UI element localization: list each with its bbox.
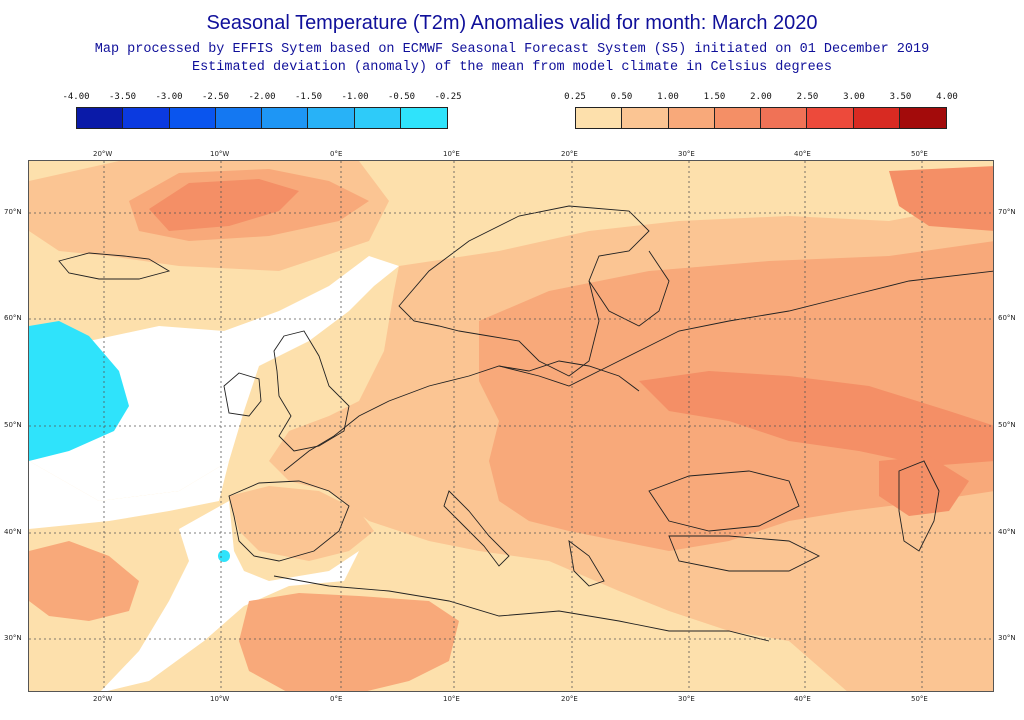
coast-italy <box>443 490 510 567</box>
warm-legend-label: 1.00 <box>657 92 679 102</box>
longitude-label-bottom: 20°W <box>93 695 113 703</box>
warm-arctic-east <box>889 166 993 231</box>
cold-legend-swatch <box>169 108 216 128</box>
warm-iberia-region <box>229 486 374 561</box>
cold-legend-label: -1.00 <box>341 92 369 102</box>
longitude-label-bottom: 40°E <box>794 695 811 703</box>
coast-ireland <box>223 372 262 417</box>
latitude-label-right: 60°N <box>998 314 1016 322</box>
latitude-label-left: 30°N <box>4 634 22 642</box>
neutral-atlantic-south <box>29 461 229 529</box>
cold-legend-swatch <box>354 108 401 128</box>
cold-legend-swatch <box>123 108 170 128</box>
warm-legend-swatch <box>761 108 808 128</box>
warm-legend-bar <box>575 107 947 129</box>
coast-baltic <box>498 360 640 392</box>
coast-britain <box>273 330 350 452</box>
warm-legend-swatch <box>668 108 715 128</box>
warm-caspian-core <box>879 456 969 516</box>
warm-russia-core <box>639 371 993 466</box>
coast-turkey <box>668 535 821 572</box>
latitude-label-right: 40°N <box>998 528 1016 536</box>
coast-black-sea <box>648 470 800 532</box>
longitude-label-top: 0°E <box>330 150 343 158</box>
warm-legend-swatch <box>807 108 854 128</box>
cold-legend-label: -4.00 <box>62 92 90 102</box>
warm-legend-label: 2.50 <box>796 92 819 102</box>
coast-iceland <box>58 252 171 280</box>
latitude-label-right: 70°N <box>998 208 1016 216</box>
cold-legend-label: -2.50 <box>201 92 230 102</box>
latitude-label-left: 60°N <box>4 314 22 322</box>
warm-legend-labels: 0.25 0.50 1.00 1.50 2.00 2.50 3.00 3.50 4.00 <box>564 92 958 106</box>
warm-legend-label: 4.00 <box>936 92 958 102</box>
coast-europe-mainland <box>283 270 993 472</box>
longitude-label-bottom: 20°E <box>561 695 578 703</box>
coast-gulf-of-bothnia <box>588 250 670 327</box>
cold-legend-label: -0.50 <box>387 92 416 102</box>
warm-legend-swatch <box>899 108 946 128</box>
longitude-label-top: 40°E <box>794 150 811 158</box>
cold-anomaly-legend: -4.00 -3.50 -3.00 -2.50 -2.00 -1.50 -1.00 -0.50… <box>62 92 462 132</box>
neutral-atlantic-region <box>29 256 399 501</box>
cold-legend-swatch <box>308 108 355 128</box>
warm-legend-swatch <box>714 108 761 128</box>
map-subtitle-source: Map processed by EFFIS Sytem based on EC… <box>94 42 930 57</box>
warm-legend-label: 2.00 <box>750 92 772 102</box>
latitude-label-right: 50°N <box>998 421 1016 429</box>
cold-legend-label: -1.50 <box>294 92 323 102</box>
coastlines <box>58 205 993 642</box>
cold-legend-label: -2.00 <box>248 92 276 102</box>
warm-anomaly-legend: 0.25 0.50 1.00 1.50 2.00 2.50 3.00 3.50 4.00 <box>564 92 958 132</box>
warm-legend-swatch <box>622 108 669 128</box>
coast-scandinavia <box>398 205 650 377</box>
coast-caspian <box>898 460 940 552</box>
coast-iberia <box>228 480 350 562</box>
cold-legend-label: -3.50 <box>108 92 137 102</box>
longitude-label-bottom: 10°W <box>210 695 230 703</box>
cold-legend-labels: -4.00 -3.50 -3.00 -2.50 -2.00 -1.50 -1.00 -0.50… <box>62 92 461 106</box>
warm-greenland-core <box>149 179 299 231</box>
longitude-label-bottom: 30°E <box>678 695 695 703</box>
graticule <box>29 161 993 691</box>
map-subtitle-units: Estimated deviation (anomaly) of the mea… <box>191 60 832 75</box>
longitude-label-top: 20°W <box>93 150 113 158</box>
warm-legend-swatch <box>853 108 900 128</box>
longitude-label-top: 10°W <box>210 150 230 158</box>
warm-atlantic-south-patch <box>29 541 139 621</box>
warm-legend-swatch <box>576 108 623 128</box>
anomaly-map <box>28 160 994 692</box>
warm-legend-label: 1.50 <box>703 92 726 102</box>
cold-legend-label: -0.25 <box>434 92 462 102</box>
latitude-label-left: 70°N <box>4 208 22 216</box>
coast-greece <box>568 539 605 587</box>
longitude-label-bottom: 50°E <box>911 695 928 703</box>
latitude-label-left: 40°N <box>4 528 22 536</box>
cold-legend-swatch <box>400 108 447 128</box>
warm-legend-label: 0.25 <box>564 92 586 102</box>
longitude-label-bottom: 0°E <box>330 695 343 703</box>
warm-legend-label: 0.50 <box>610 92 633 102</box>
longitude-label-top: 20°E <box>561 150 578 158</box>
cold-legend-label: -3.00 <box>155 92 183 102</box>
warm-legend-label: 3.50 <box>889 92 912 102</box>
neutral-gibraltar-region <box>100 501 359 691</box>
latitude-label-left: 50°N <box>4 421 22 429</box>
warm-north-africa-region <box>239 593 459 691</box>
coast-mediterranean-south <box>273 575 770 642</box>
cold-legend-swatch <box>215 108 262 128</box>
cold-gibraltar-spot <box>218 550 230 562</box>
cold-legend-bar <box>76 107 448 129</box>
longitude-label-top: 30°E <box>678 150 695 158</box>
longitude-label-top: 50°E <box>911 150 928 158</box>
cold-legend-swatch <box>262 108 309 128</box>
longitude-label-top: 10°E <box>443 150 460 158</box>
cold-legend-swatch <box>77 108 124 128</box>
longitude-label-bottom: 10°E <box>443 695 460 703</box>
map-title: Seasonal Temperature (T2m) Anomalies val… <box>206 12 818 34</box>
latitude-label-right: 30°N <box>998 634 1016 642</box>
warm-legend-label: 3.00 <box>843 92 865 102</box>
anomaly-map-svg <box>29 161 993 691</box>
